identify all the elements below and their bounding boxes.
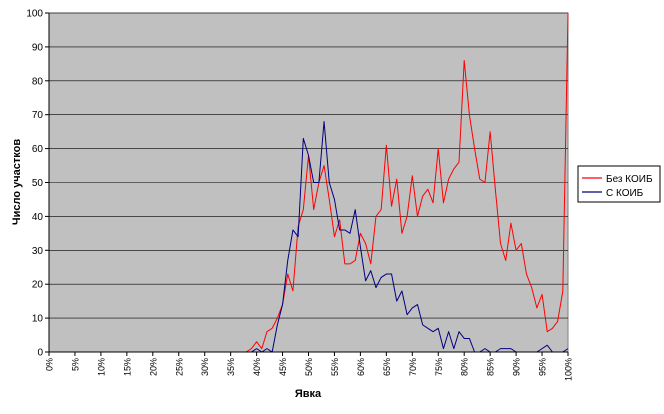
ytick-label-90: 90 bbox=[32, 42, 44, 53]
x-axis-ticks: 0% 5% 10% 15% 20% 25% 30% 35% 40% 45% 50% 55% 60% 65%… bbox=[45, 352, 574, 381]
xtick-label-6: 30% bbox=[200, 358, 210, 376]
xtick-label-8: 40% bbox=[252, 358, 262, 376]
legend: Без КОИБ С КОИБ bbox=[577, 165, 661, 203]
legend-label-s-koib: С КОИБ bbox=[606, 188, 644, 199]
xtick-label-3: 15% bbox=[122, 358, 132, 376]
ytick-label-60: 60 bbox=[32, 144, 44, 155]
y-axis-label: Число участков bbox=[11, 139, 23, 225]
ytick-label-10: 10 bbox=[32, 314, 44, 325]
ytick-label-40: 40 bbox=[32, 212, 44, 223]
xtick-label-4: 20% bbox=[148, 358, 158, 376]
xtick-label-1: 5% bbox=[70, 358, 80, 371]
xtick-label-2: 10% bbox=[96, 358, 106, 376]
xtick-label-15: 75% bbox=[434, 358, 444, 376]
xtick-label-10: 50% bbox=[304, 358, 314, 376]
xtick-label-14: 70% bbox=[408, 358, 418, 376]
xtick-label-11: 55% bbox=[330, 358, 340, 376]
xtick-label-17: 85% bbox=[486, 358, 496, 376]
ytick-label-30: 30 bbox=[32, 246, 44, 257]
xtick-label-20: 100% bbox=[564, 358, 574, 381]
xtick-label-13: 65% bbox=[382, 358, 392, 376]
y-axis-ticks: 0 10 20 30 40 50 60 70 80 90 100 bbox=[26, 9, 49, 359]
xtick-label-16: 80% bbox=[460, 358, 470, 376]
xtick-label-12: 60% bbox=[356, 358, 366, 376]
grid-lines bbox=[49, 12, 568, 319]
x-axis-label: Явка bbox=[295, 388, 322, 400]
ytick-label-20: 20 bbox=[32, 280, 44, 291]
ytick-label-50: 50 bbox=[32, 178, 44, 189]
ytick-label-100: 100 bbox=[26, 9, 43, 20]
legend-box bbox=[577, 165, 661, 203]
xtick-label-19: 95% bbox=[538, 358, 548, 376]
legend-label-bez-koib: Без КОИБ bbox=[606, 174, 653, 185]
xtick-label-7: 35% bbox=[226, 358, 236, 376]
ytick-label-80: 80 bbox=[32, 76, 44, 87]
ytick-label-70: 70 bbox=[32, 110, 44, 121]
xtick-label-5: 25% bbox=[174, 358, 184, 376]
xtick-label-18: 90% bbox=[512, 358, 522, 376]
xtick-label-9: 45% bbox=[278, 358, 288, 376]
xtick-label-0: 0% bbox=[45, 358, 55, 371]
ytick-label-0: 0 bbox=[37, 348, 43, 359]
